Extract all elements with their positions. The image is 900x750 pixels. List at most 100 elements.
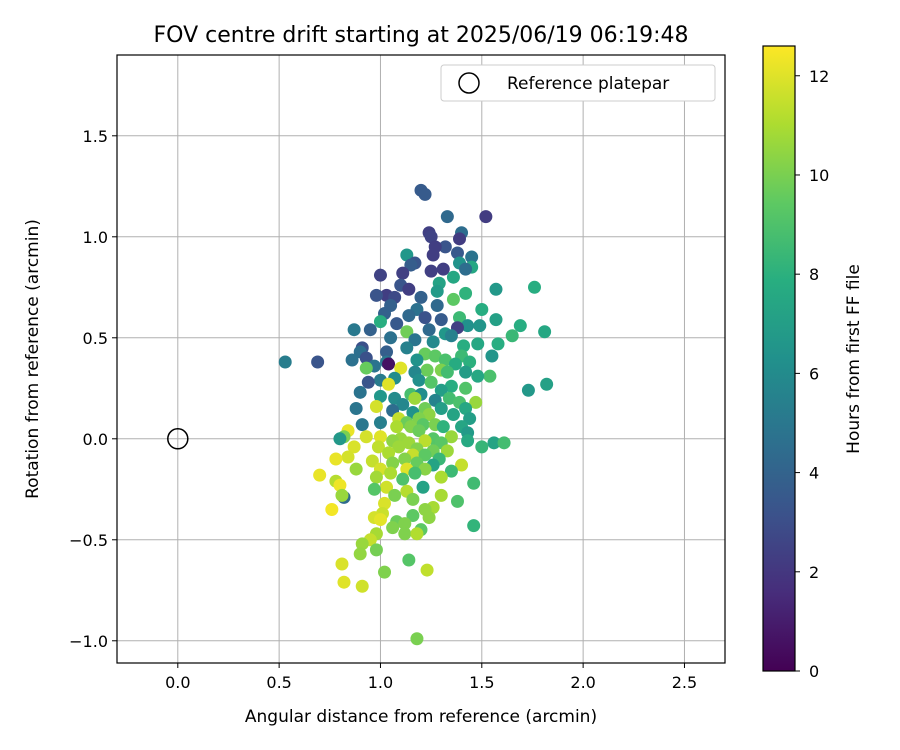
data-point (380, 480, 394, 494)
data-point (373, 416, 387, 430)
data-point (384, 331, 398, 345)
data-point (463, 355, 477, 369)
data-point (513, 319, 527, 333)
data-point (329, 452, 343, 466)
data-point (400, 248, 414, 262)
data-point (382, 357, 396, 371)
data-point (382, 446, 396, 460)
data-point (380, 345, 394, 359)
data-point (392, 440, 406, 454)
data-point (378, 565, 392, 579)
data-point (335, 557, 349, 571)
data-point (313, 468, 327, 482)
data-point (475, 303, 489, 317)
chart-title: FOV centre drift starting at 2025/06/19 … (154, 23, 689, 48)
data-point (361, 375, 375, 389)
data-point (438, 240, 452, 254)
x-tick-label: 1.0 (368, 673, 393, 692)
colorbar-label: Hours from first FF file (844, 264, 864, 454)
data-point (459, 365, 473, 379)
data-point (459, 286, 473, 300)
data-point (335, 488, 349, 502)
data-point (355, 537, 369, 551)
data-point (402, 309, 416, 323)
data-point (382, 377, 396, 391)
data-point (373, 315, 387, 329)
data-point (396, 472, 410, 486)
data-point (347, 323, 361, 337)
data-point (424, 230, 438, 244)
data-point (473, 319, 487, 333)
data-point (365, 454, 379, 468)
x-tick-label: 2.5 (672, 673, 697, 692)
data-point (440, 444, 454, 458)
data-point (446, 270, 460, 284)
data-point (434, 313, 448, 327)
data-point (396, 397, 410, 411)
legend-label: Reference platepar (507, 74, 669, 94)
data-point (412, 424, 426, 438)
data-point (469, 395, 483, 409)
data-point (471, 369, 485, 383)
data-points (278, 183, 554, 646)
data-point (485, 349, 499, 363)
data-point (367, 482, 381, 496)
data-point (353, 385, 367, 399)
legend-box (440, 64, 716, 102)
colorbar-tick-label: 0 (809, 662, 819, 681)
data-point (471, 337, 485, 351)
data-point (386, 456, 400, 470)
data-point (390, 317, 404, 331)
data-point (479, 210, 493, 224)
data-point (394, 361, 408, 375)
data-point (422, 511, 436, 525)
data-point (467, 519, 481, 533)
data-point (398, 452, 412, 466)
data-point (434, 470, 448, 484)
data-point (430, 284, 444, 298)
data-point (426, 335, 440, 349)
data-point (459, 381, 473, 395)
data-point (434, 488, 448, 502)
data-point (373, 389, 387, 403)
data-point (408, 333, 422, 347)
data-point (491, 337, 505, 351)
data-point (450, 246, 464, 260)
data-point (369, 543, 383, 557)
data-point (369, 288, 383, 302)
data-point (325, 502, 339, 516)
data-point (278, 355, 292, 369)
data-point (410, 632, 424, 646)
data-point (345, 353, 359, 367)
y-tick-label: 0.0 (83, 430, 108, 449)
data-point (371, 440, 385, 454)
colorbar: 0 2 4 6 8 10 12 Hours from first FF file (762, 45, 864, 681)
data-point (373, 268, 387, 282)
data-point (420, 563, 434, 577)
data-point (349, 462, 363, 476)
data-point (444, 379, 458, 393)
data-point (446, 408, 460, 422)
colorbar-tick-label: 6 (809, 364, 819, 383)
data-point (355, 418, 369, 432)
legend: Reference platepar (440, 64, 716, 102)
data-point (440, 210, 454, 224)
data-point (412, 373, 426, 387)
data-point (457, 339, 471, 353)
x-tick-label: 2.0 (570, 673, 595, 692)
x-tick-label: 0.0 (165, 673, 190, 692)
data-point (434, 383, 448, 397)
data-point (438, 353, 452, 367)
y-axis-ticks: −1.0 −0.5 0.0 0.5 1.0 1.5 (69, 127, 117, 651)
data-point (461, 434, 475, 448)
reference-point (167, 428, 189, 450)
data-point (418, 434, 432, 448)
data-point (410, 527, 424, 541)
data-point (489, 282, 503, 296)
data-point (505, 329, 519, 343)
data-point (430, 298, 444, 312)
data-point (444, 430, 458, 444)
data-point (459, 262, 473, 276)
data-point (444, 464, 458, 478)
data-point (359, 351, 373, 365)
